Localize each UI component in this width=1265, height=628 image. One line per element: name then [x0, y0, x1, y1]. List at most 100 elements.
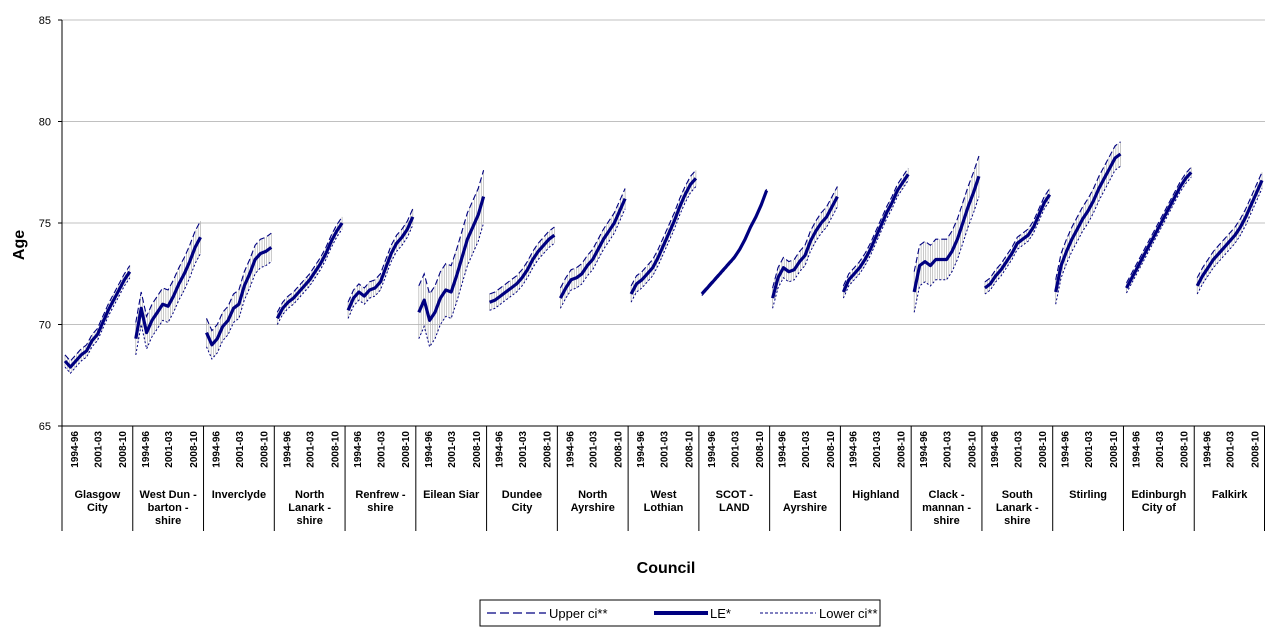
lower-ci-line-clackmannanshire [913, 196, 980, 313]
le-line-north-ayrshire [558, 197, 627, 299]
upper-ci-line-glasgow-city [64, 265, 131, 362]
period-tick-label: 2008-10 [826, 431, 837, 468]
legend-lower-label: Lower ci** [819, 606, 878, 621]
le-line-eilean-siar [417, 196, 486, 322]
lower-ci-line-renfrewshire [347, 224, 414, 319]
council-label-line: Highland [852, 489, 899, 501]
upper-ci-line-west-dunbartonshire [135, 220, 201, 323]
period-tick-label: 2008-10 [897, 431, 908, 468]
period-tick-label: 2001-03 [164, 431, 175, 468]
council-label-scotland: SCOT -LAND [716, 489, 754, 514]
period-tick-label: 1994-96 [1202, 431, 1213, 468]
period-tick-label: 1994-96 [424, 431, 435, 468]
upper-ci-line-west-lothian [630, 169, 697, 287]
council-label-glasgow-city: Glasgow City [74, 489, 120, 514]
period-tick-label: 2001-03 [1084, 431, 1095, 468]
period-tick-label: 1994-96 [990, 431, 1001, 468]
lower-ci-line-west-dunbartonshire [135, 253, 201, 355]
period-tick-label: 2008-10 [330, 431, 341, 468]
upper-ci-line-stirling [1055, 141, 1121, 280]
upper-ci-line-highland [842, 167, 909, 287]
lower-ci-line-highland [842, 180, 909, 299]
period-tick-label: 2008-10 [118, 431, 129, 468]
upper-ci-line-north-ayrshire [559, 188, 626, 289]
le-line-east-ayrshire [771, 195, 839, 299]
council-label-line: City of [1142, 502, 1177, 514]
council-label-west-dunbartonshire: West Dun -barton -shire [140, 489, 198, 527]
council-label-line: West [650, 489, 676, 501]
le-line-dundee-city [489, 233, 556, 304]
period-tick-label: 1994-96 [919, 431, 930, 468]
council-label-line: Dundee [502, 489, 542, 501]
lower-ci-line-glasgow-city [64, 277, 131, 374]
period-tick-label: 2008-10 [614, 431, 625, 468]
series-line-layer [63, 141, 1264, 374]
period-tick-label: 2008-10 [1180, 431, 1191, 468]
council-label-north-lanarkshire: North Lanark -shire [288, 489, 331, 527]
period-tick-label: 2001-03 [801, 431, 812, 468]
lower-ci-line-north-ayrshire [559, 208, 626, 309]
le-line-west-dunbartonshire [134, 236, 202, 339]
le-line-north-lanarkshire [275, 222, 344, 320]
period-tick-label: 2008-10 [401, 431, 412, 468]
y-tick-label: 75 [39, 218, 51, 230]
lower-ci-line-stirling [1055, 165, 1121, 305]
council-label-west-lothian: West Lothian [644, 489, 684, 514]
upper-ci-line-clackmannanshire [913, 155, 980, 272]
council-label-line: Falkirk [1212, 489, 1248, 501]
lower-ci-line-inverclyde [206, 261, 272, 360]
period-tick-label: 2008-10 [684, 431, 695, 468]
council-label-line: shire [155, 515, 181, 527]
upper-ci-line-inverclyde [205, 232, 272, 332]
period-tick-label: 2008-10 [1250, 431, 1261, 468]
period-tick-label: 1994-96 [141, 431, 152, 468]
lower-ci-line-dundee-city [489, 242, 555, 311]
le-line-clackmannanshire [912, 175, 981, 293]
le-line-renfrewshire [346, 216, 415, 311]
upper-ci-line-south-lanarkshire [984, 188, 1051, 283]
council-label-line: shire [1004, 515, 1030, 527]
period-tick-label: 2001-03 [660, 431, 671, 468]
council-label-north-ayrshire: North Ayrshire [571, 489, 615, 514]
period-tick-label: 2001-03 [447, 431, 458, 468]
council-label-east-ayrshire: East Ayrshire [783, 489, 827, 514]
period-tick-label: 2001-03 [589, 431, 600, 468]
period-tick-label: 2001-03 [872, 431, 883, 468]
period-tick-label: 2001-03 [730, 431, 741, 468]
period-tick-label: 1994-96 [848, 431, 859, 468]
period-tick-label: 1994-96 [707, 431, 718, 468]
lower-ci-line-south-lanarkshire [984, 200, 1051, 295]
y-axis-title: Age [11, 230, 28, 260]
upper-ci-line-eilean-siar [418, 170, 485, 296]
period-tick-label: 2008-10 [472, 431, 483, 468]
council-label-line: Ayrshire [571, 502, 615, 514]
period-tick-label: 1994-96 [282, 431, 293, 468]
period-tick-label: 1994-96 [778, 431, 789, 468]
council-label-line: North [578, 489, 608, 501]
council-label-line: SCOT - [716, 489, 754, 501]
council-label-line: City [512, 502, 534, 514]
council-label-line: barton - [148, 502, 189, 514]
period-tick-label: 2001-03 [235, 431, 246, 468]
council-label-eilean-siar: Eilean Siar [423, 489, 480, 501]
council-label-line: South [1002, 489, 1033, 501]
upper-ci-line-edinburgh-city-of [1126, 166, 1192, 284]
upper-ci-line-dundee-city [489, 226, 555, 295]
period-tick-label: 2008-10 [260, 431, 271, 468]
period-tick-label: 2001-03 [518, 431, 529, 468]
upper-ci-line-falkirk [1196, 172, 1263, 279]
council-label-line: mannan - [922, 502, 971, 514]
council-label-line: North [295, 489, 325, 501]
council-label-inverclyde: Inverclyde [212, 489, 266, 501]
council-label-line: Renfrew - [355, 489, 405, 501]
lower-ci-line-east-ayrshire [772, 206, 838, 309]
le-line-glasgow-city [63, 270, 132, 369]
period-tick-label: 2008-10 [189, 431, 200, 468]
council-label-line: Glasgow [74, 489, 120, 501]
council-label-south-lanarkshire: South Lanark -shire [996, 489, 1039, 527]
council-label-edinburgh-city-of: Edinburgh City of [1131, 489, 1186, 514]
lower-ci-line-edinburgh-city-of [1126, 176, 1192, 294]
council-label-line: LAND [719, 502, 750, 514]
